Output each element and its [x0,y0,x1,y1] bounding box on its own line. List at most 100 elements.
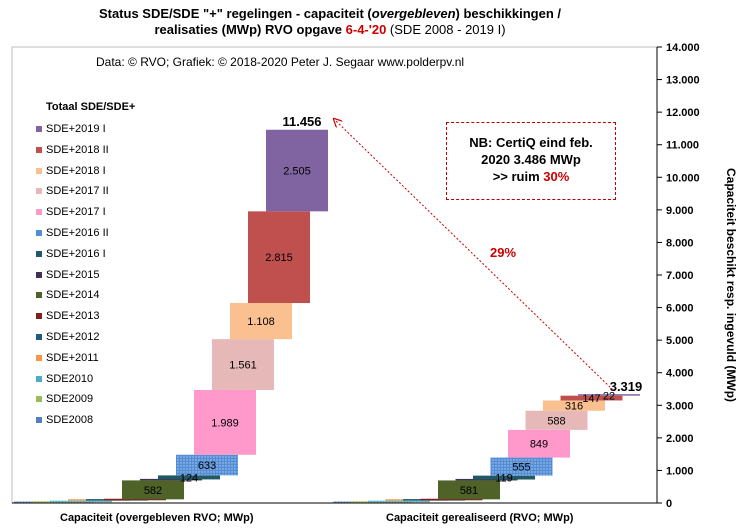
y-tick-label: 13.000 [666,75,700,87]
bar-segment-texture [490,457,553,476]
bar-data-label: 1.989 [211,417,239,429]
bar-total-label: 3.319 [610,379,643,394]
legend-title: Totaal SDE/SDE+ [46,101,136,113]
bar-segment [560,395,623,401]
legend-item: SDE+2019 I [36,123,106,135]
bar-data-label: 22 [603,390,615,402]
legend-swatch [36,209,42,216]
legend-swatch [36,271,42,278]
legend-swatch [36,375,42,382]
legend-swatch [36,146,42,153]
legend-swatch [36,334,42,340]
y-tick-label: 5.000 [666,335,694,347]
legend-swatch [36,292,42,299]
bar-segment [438,480,500,500]
legend-swatch [36,230,42,236]
legend-swatch [36,167,42,174]
bar-segment-texture [50,500,112,503]
bar-segment [122,480,184,500]
bar-segment [508,429,570,458]
bar-data-label: 849 [530,439,548,451]
x-category-label-0: Capaciteit (overgebleven RVO; MWp) [60,512,254,524]
bar-data-label: 588 [547,415,565,427]
legend-item: SDE+2015 [36,269,100,281]
bar-segment [420,498,483,501]
legend-swatch [36,250,42,257]
bar-data-label: 1.561 [229,360,257,372]
legend-item: SDE+2017 II [36,185,109,197]
y-tick-label: 11.000 [666,140,699,152]
legend-label: SDE+2015 [46,268,100,281]
bar-data-label: 124 [180,472,198,484]
bar-total-label: 11.456 [282,114,321,129]
arrow-percent-label: 29% [490,245,516,260]
bar-segment [543,400,605,411]
legend-label: SDE2008 [46,414,94,427]
bar-data-label: 2.505 [283,166,311,178]
legend-item: SDE+2013 [36,310,100,322]
y-tick-label: 12.000 [666,107,700,119]
legend-label: SDE+2018 II [46,143,109,156]
bar-segment-texture [368,500,430,503]
note-line2: 2020 3.486 MWp [481,152,581,167]
y-tick-label: 4.000 [666,368,694,380]
legend-label: SDE2009 [46,393,94,406]
bar-segment [158,475,220,480]
bar-segment [194,389,256,455]
legend-label: SDE+2016 I [46,247,106,260]
bar-segment [473,475,535,480]
note-line1: NB: CertiQ eind feb. [469,135,593,150]
legend-label: SDE+2019 I [46,123,106,135]
y-axis-label: Capaciteit beschikt resp. ingevuld (MWp) [724,167,738,403]
bar-segment [140,478,202,481]
legend-item: SDE+2018 I [36,165,106,177]
note-box: NB: CertiQ eind feb. 2020 3.486 MWp >> r… [446,122,616,200]
y-tick-label: 10.000 [666,172,700,184]
legend-item: SDE2009 [36,393,93,405]
trend-arrow [336,121,614,391]
bar-data-label: 633 [198,460,216,472]
legend-item: SDE+2016 I [36,248,106,260]
legend-item: SDE+2016 II [36,227,109,239]
y-tick-label: 0 [666,498,672,510]
legend-label: SDE+2018 I [46,164,106,177]
legend-label: SDE+2016 II [46,227,109,239]
y-tick-label: 3.000 [666,400,694,412]
bar-segment [578,394,640,396]
legend-item: SDE2008 [36,414,93,426]
legend-item: SDE2010 [36,373,93,385]
legend-item: SDE+2012 [36,331,100,343]
y-tick-label: 6.000 [666,303,694,315]
legend-swatch [36,417,42,424]
y-tick-label: 14.000 [666,42,700,54]
note-line3: >> ruim 30% [492,169,570,184]
legend-swatch [36,188,42,195]
legend-swatch [36,354,42,361]
bar-segment [212,339,274,390]
legend-label: SDE+2017 I [46,206,106,219]
bar-data-label: 581 [460,485,478,497]
bar-data-label: 555 [512,462,530,474]
legend-item: SDE+2014 [36,289,100,301]
y-tick-label: 1.000 [666,465,694,477]
bar-data-label: 316 [565,401,583,413]
legend-label: SDE+2017 II [46,185,109,198]
y-tick-label: 8.000 [666,237,694,249]
chart-title-line2: realisaties (MWp) RVO opgave 6-4-'20 (SD… [154,22,506,37]
bar-segment-texture [176,454,238,476]
bar-segment [230,303,292,340]
chart-credit: Data: © RVO; Grafiek: © 2018-2020 Peter … [96,55,465,69]
legend-item: SDE+2011 [36,352,99,364]
legend-swatch [36,126,42,132]
y-tick-label: 9.000 [666,205,694,217]
legend-label: SDE+2011 [46,351,99,364]
bar-segment [266,129,328,212]
bar-data-label: 582 [144,485,162,497]
bar-data-label: 147 [582,393,600,405]
legend-item: SDE+2018 II [36,144,109,156]
bar-data-label: 119 [495,473,513,485]
x-category-label-1: Capaciteit gerealiseerd (RVO; MWp) [386,512,574,524]
bar-segment [525,410,588,430]
y-tick-label: 7.000 [666,270,694,282]
